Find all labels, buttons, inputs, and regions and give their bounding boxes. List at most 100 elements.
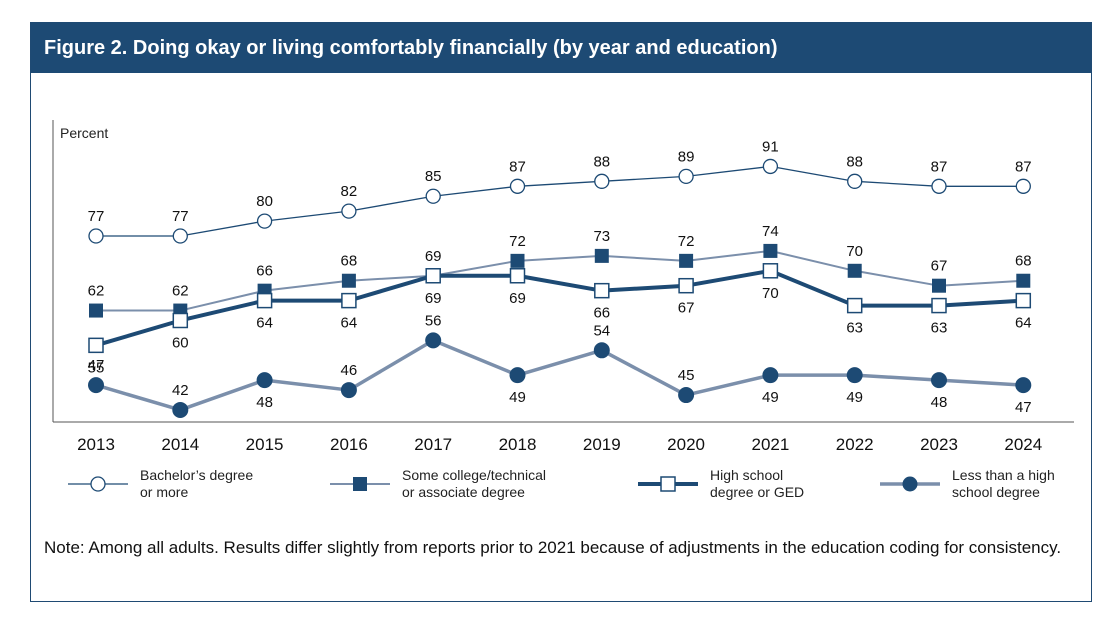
data-point: [931, 178, 947, 194]
data-point: [594, 248, 609, 263]
data-label: 63: [846, 320, 863, 337]
data-label: 66: [256, 263, 273, 280]
data-point: [509, 178, 526, 194]
data-label: 46: [341, 362, 358, 379]
data-point: [509, 268, 526, 284]
data-label: 62: [172, 283, 189, 300]
series-line: [96, 165, 1024, 237]
data-label: 64: [1015, 315, 1032, 332]
data-label: 67: [678, 300, 695, 317]
figure-frame: Figure 2. Doing okay or living comfortab…: [30, 22, 1092, 602]
data-point: [340, 382, 357, 399]
data-label: 89: [678, 148, 695, 165]
data-label: 45: [678, 367, 695, 384]
data-label: 70: [762, 285, 779, 302]
x-tick-label: 2017: [414, 435, 452, 454]
data-point: [510, 253, 525, 268]
figure-title: Figure 2. Doing okay or living comfortab…: [31, 23, 1091, 73]
data-label: 87: [509, 158, 526, 175]
legend-label: Some college/technical: [402, 467, 546, 483]
data-label: 87: [931, 158, 948, 175]
data-label: 47: [88, 357, 105, 374]
data-point: [172, 228, 188, 244]
data-label: 80: [256, 193, 273, 210]
data-point: [88, 337, 104, 354]
legend-label: or associate degree: [402, 484, 525, 500]
x-tick-label: 2016: [330, 435, 368, 454]
data-label: 82: [341, 183, 358, 200]
data-point: [341, 273, 356, 288]
legend-label: or more: [140, 484, 188, 500]
data-label: 74: [762, 223, 779, 240]
data-label: 70: [846, 243, 863, 260]
data-label: 54: [593, 322, 610, 339]
data-point: [172, 401, 189, 418]
data-label: 48: [931, 394, 948, 411]
data-label: 48: [256, 394, 273, 411]
legend-label: degree or GED: [710, 484, 804, 500]
data-point: [678, 277, 694, 294]
data-label: 72: [509, 233, 526, 250]
data-point: [678, 168, 694, 185]
data-label: 49: [846, 389, 863, 406]
data-point: [932, 278, 946, 293]
x-tick-label: 2022: [836, 435, 874, 454]
series-line: [95, 268, 1024, 348]
series-line: [96, 249, 1024, 312]
data-point: [256, 292, 273, 309]
data-point: [846, 297, 863, 314]
x-tick-label: 2023: [920, 435, 958, 454]
data-point: [88, 228, 104, 244]
x-tick-label: 2015: [246, 435, 284, 454]
data-point: [89, 303, 103, 318]
data-point: [172, 312, 189, 329]
data-label: 56: [425, 312, 442, 329]
data-point: [762, 263, 779, 279]
data-point: [509, 367, 526, 384]
data-point: [256, 372, 273, 389]
data-point: [425, 268, 441, 284]
data-label: 49: [509, 389, 526, 406]
data-label: 72: [678, 233, 695, 250]
data-label: 68: [1015, 253, 1032, 270]
data-point: [425, 332, 442, 349]
data-point: [763, 243, 778, 258]
data-label: 66: [593, 305, 610, 322]
data-label: 68: [341, 253, 358, 270]
legend-label: High school: [710, 467, 783, 483]
data-point: [846, 367, 863, 384]
data-label: 69: [509, 290, 526, 307]
data-point: [1016, 273, 1031, 288]
data-label: 47: [1015, 399, 1032, 416]
series-line: [95, 338, 1024, 412]
data-point: [593, 342, 610, 359]
data-point: [847, 173, 863, 189]
data-point: [1015, 292, 1032, 309]
data-point: [762, 367, 779, 384]
legend-marker: [90, 476, 106, 492]
x-tick-label: 2021: [751, 435, 789, 454]
data-label: 49: [762, 389, 779, 406]
data-label: 42: [172, 382, 189, 399]
data-point: [425, 188, 441, 204]
data-label: 63: [931, 320, 948, 337]
data-label: 73: [593, 228, 610, 245]
data-label: 60: [172, 334, 189, 351]
x-tick-label: 2013: [77, 435, 115, 454]
legend-marker: [353, 477, 367, 491]
data-label: 64: [341, 315, 358, 332]
x-tick-label: 2019: [583, 435, 621, 454]
data-label: 91: [762, 138, 779, 155]
data-label: 67: [931, 258, 948, 275]
data-label: 64: [256, 315, 273, 332]
data-label: 69: [425, 248, 442, 265]
data-point: [762, 158, 779, 175]
data-point: [256, 213, 273, 229]
data-label: 87: [1015, 158, 1032, 175]
x-tick-label: 2014: [161, 435, 199, 454]
data-point: [594, 173, 610, 189]
data-point: [341, 203, 357, 219]
chart-note: Note: Among all adults. Results differ s…: [44, 538, 1062, 557]
line-chart: Percent 2013 2014 2015 2016 2017 2018 2019 2020 2…: [52, 120, 1074, 500]
legend-label: school degree: [952, 484, 1040, 500]
